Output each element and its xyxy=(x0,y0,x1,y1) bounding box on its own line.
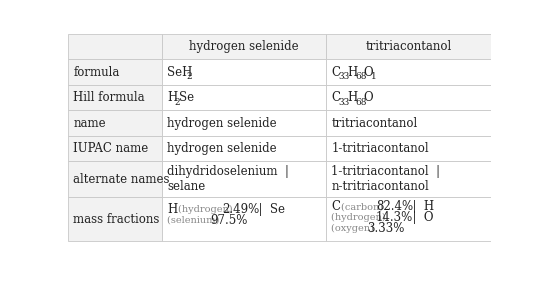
Text: 97.5%: 97.5% xyxy=(210,214,247,227)
Text: mass fractions: mass fractions xyxy=(73,213,160,226)
Text: 33: 33 xyxy=(338,72,349,81)
Text: 33: 33 xyxy=(338,98,349,107)
Text: tritriacontanol: tritriacontanol xyxy=(331,117,417,130)
Text: 3.33%: 3.33% xyxy=(367,222,404,235)
Bar xyxy=(162,85,326,110)
Bar xyxy=(162,110,326,136)
Text: (hydrogen): (hydrogen) xyxy=(331,213,389,222)
Text: 82.4%: 82.4% xyxy=(376,200,413,213)
Bar xyxy=(326,85,490,110)
Text: 1-tritriacontanol  |
n-tritriacontanol: 1-tritriacontanol | n-tritriacontanol xyxy=(331,165,440,193)
Text: formula: formula xyxy=(73,65,119,78)
Text: hydrogen selenide: hydrogen selenide xyxy=(189,40,299,53)
Text: O: O xyxy=(364,65,373,78)
Text: hydrogen selenide: hydrogen selenide xyxy=(167,142,276,155)
Text: 2.49%: 2.49% xyxy=(222,203,260,216)
Bar xyxy=(162,197,326,241)
Text: (selenium): (selenium) xyxy=(167,216,222,225)
Text: 68: 68 xyxy=(355,72,366,81)
Bar xyxy=(68,161,162,197)
Bar xyxy=(326,161,490,197)
Text: name: name xyxy=(73,117,106,130)
Bar xyxy=(162,161,326,197)
Text: |  Se: | Se xyxy=(251,203,286,216)
Text: |  O: | O xyxy=(405,211,433,224)
Bar xyxy=(68,197,162,241)
Bar xyxy=(68,110,162,136)
Bar xyxy=(68,59,162,85)
Bar xyxy=(326,59,490,85)
Text: H: H xyxy=(347,91,357,104)
Text: SeH: SeH xyxy=(167,65,192,78)
Bar xyxy=(162,34,326,59)
Text: (oxygen): (oxygen) xyxy=(331,224,377,233)
Text: 14.3%: 14.3% xyxy=(376,211,413,224)
Text: hydrogen selenide: hydrogen selenide xyxy=(167,117,276,130)
Text: dihydridoselenium  |
selane: dihydridoselenium | selane xyxy=(167,165,289,193)
Text: Hill formula: Hill formula xyxy=(73,91,145,104)
Bar xyxy=(326,136,490,161)
Text: 1-tritriacontanol: 1-tritriacontanol xyxy=(331,142,429,155)
Bar xyxy=(68,136,162,161)
Text: |  H: | H xyxy=(405,200,434,213)
Text: H: H xyxy=(167,91,177,104)
Text: alternate names: alternate names xyxy=(73,173,169,186)
Bar xyxy=(326,34,490,59)
Text: Se: Se xyxy=(179,91,195,104)
Bar xyxy=(162,59,326,85)
Bar xyxy=(326,110,490,136)
Text: (hydrogen): (hydrogen) xyxy=(178,205,235,214)
Bar xyxy=(68,85,162,110)
Text: 2: 2 xyxy=(175,98,180,107)
Text: tritriacontanol: tritriacontanol xyxy=(365,40,451,53)
Bar xyxy=(68,34,162,59)
Bar xyxy=(326,197,490,241)
Text: H: H xyxy=(167,203,177,216)
Bar xyxy=(162,136,326,161)
Text: C: C xyxy=(331,91,340,104)
Text: IUPAC name: IUPAC name xyxy=(73,142,148,155)
Text: H: H xyxy=(347,65,357,78)
Text: 2: 2 xyxy=(186,72,192,81)
Text: (carbon): (carbon) xyxy=(341,202,386,211)
Text: 1: 1 xyxy=(371,72,377,81)
Text: C: C xyxy=(331,65,340,78)
Text: 68: 68 xyxy=(355,98,366,107)
Text: C: C xyxy=(331,200,340,213)
Text: O: O xyxy=(364,91,373,104)
